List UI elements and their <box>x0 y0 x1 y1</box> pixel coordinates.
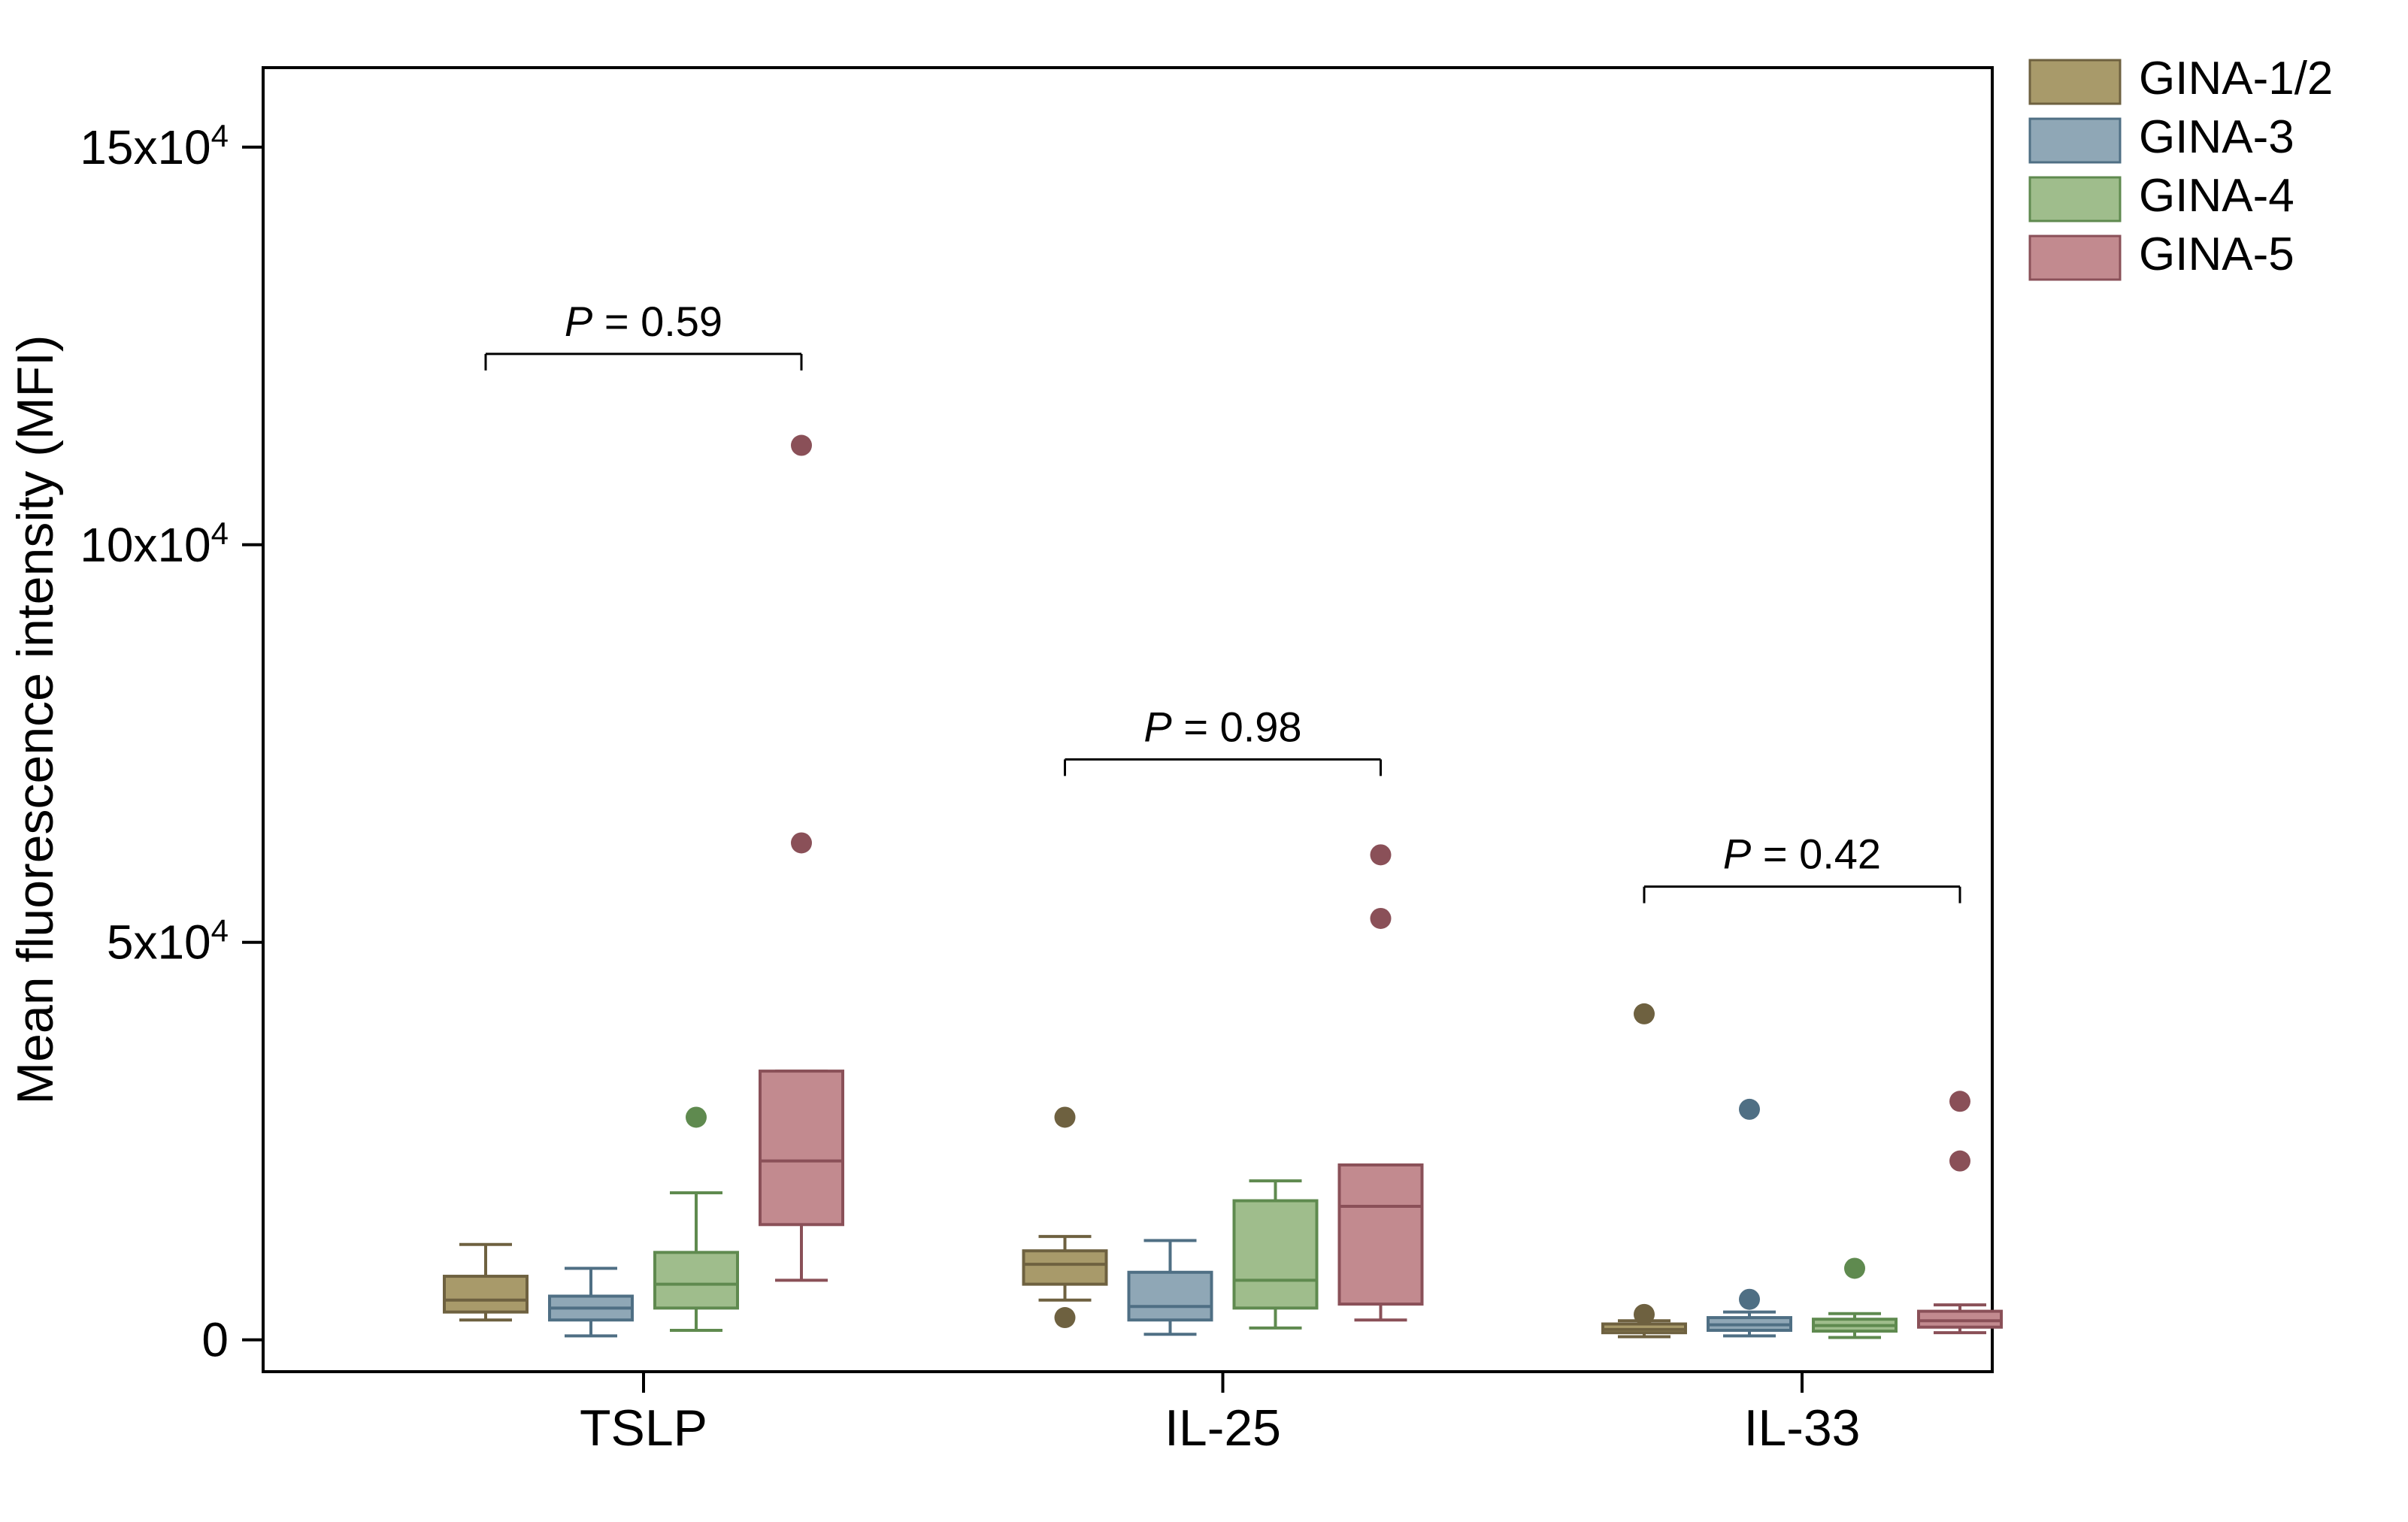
legend-label: GINA-3 <box>2139 111 2294 163</box>
pvalue-label: P = 0.59 <box>565 298 722 345</box>
outlier-point <box>1055 1106 1076 1127</box>
outlier-point <box>791 435 812 456</box>
y-tick-label: 0 <box>201 1313 229 1367</box>
box <box>1340 1165 1422 1304</box>
box <box>1919 1312 2001 1327</box>
box <box>1234 1201 1317 1309</box>
outlier-point <box>1634 1304 1655 1325</box>
legend-label: GINA-4 <box>2139 170 2294 222</box>
outlier-point <box>1371 844 1392 865</box>
legend-label: GINA-1/2 <box>2139 53 2333 104</box>
pvalue-label: P = 0.98 <box>1143 703 1301 750</box>
box <box>760 1071 843 1224</box>
box <box>1024 1251 1107 1284</box>
y-tick-label: 5x104 <box>107 912 229 970</box>
legend-swatch <box>2030 119 2120 162</box>
boxplot-chart: 0 5x104 10x104 15x104 Mean fluorescence inte… <box>0 0 2408 1522</box>
outlier-point <box>791 832 812 853</box>
outlier-point <box>1055 1307 1076 1328</box>
pvalue-label: P = 0.42 <box>1723 831 1881 878</box>
outlier-point <box>686 1106 707 1127</box>
y-tick-label: 10x104 <box>80 515 229 572</box>
outlier-point <box>1844 1257 1865 1278</box>
box <box>444 1276 527 1312</box>
legend-swatch <box>2030 236 2120 280</box>
y-axis-label: Mean fluorescence intensity (MFI) <box>7 334 64 1104</box>
x-tick-label: IL-25 <box>1165 1399 1281 1457</box>
outlier-point <box>1371 908 1392 929</box>
outlier-point <box>1634 1003 1655 1024</box>
legend-swatch <box>2030 60 2120 104</box>
chart-svg: 0 5x104 10x104 15x104 Mean fluorescence inte… <box>0 0 2408 1522</box>
outlier-point <box>1949 1151 1970 1172</box>
x-tick-label: TSLP <box>580 1399 707 1457</box>
y-tick-label: 15x104 <box>80 117 229 174</box>
box <box>1129 1272 1212 1320</box>
legend-label: GINA-5 <box>2139 228 2294 280</box>
outlier-point <box>1739 1099 1760 1120</box>
outlier-point <box>1949 1091 1970 1112</box>
outlier-point <box>1739 1289 1760 1310</box>
x-tick-label: IL-33 <box>1744 1399 1861 1457</box>
legend-swatch <box>2030 177 2120 221</box>
box <box>655 1252 738 1308</box>
